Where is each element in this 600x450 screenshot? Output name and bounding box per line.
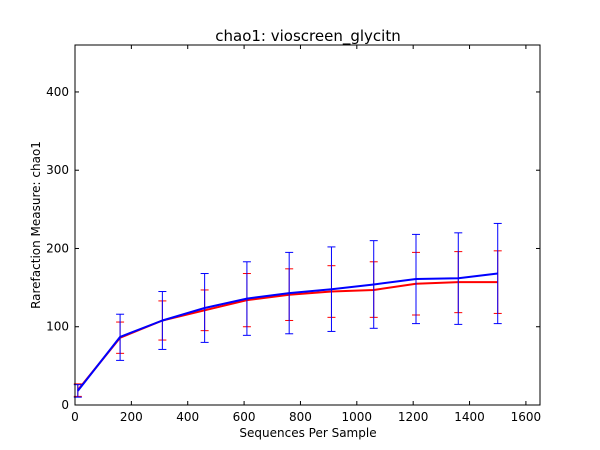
y-axis-label: Rarefaction Measure: chao1 bbox=[29, 141, 43, 309]
x-tick-label: 600 bbox=[233, 410, 256, 424]
y-tick-label: 300 bbox=[46, 163, 69, 177]
y-tick-label: 0 bbox=[61, 398, 69, 412]
x-tick-label: 1000 bbox=[342, 410, 373, 424]
x-tick-label: 400 bbox=[176, 410, 199, 424]
chart-title: chao1: vioscreen_glycitn bbox=[215, 27, 400, 46]
x-tick-label: 200 bbox=[120, 410, 143, 424]
plot-frame bbox=[74, 44, 541, 406]
series-2 bbox=[73, 222, 502, 398]
x-tick-label: 1200 bbox=[398, 410, 429, 424]
series-line bbox=[77, 272, 498, 392]
axis-ticks: 0 200 400 600 800 1000 1200 1400 1600 0 100 200 300 4… bbox=[46, 45, 541, 424]
x-tick-label: 0 bbox=[71, 410, 79, 424]
x-tick-label: 1400 bbox=[454, 410, 485, 424]
y-tick-label: 100 bbox=[46, 320, 69, 334]
y-tick-label: 400 bbox=[46, 85, 69, 99]
x-tick-label: 1600 bbox=[511, 410, 542, 424]
x-axis-label: Sequences Per Sample bbox=[239, 426, 376, 440]
x-tick-label: 800 bbox=[289, 410, 312, 424]
series-1 bbox=[73, 250, 502, 397]
series-line bbox=[77, 281, 498, 391]
y-tick-label: 200 bbox=[46, 241, 69, 255]
plot-area bbox=[73, 222, 502, 398]
